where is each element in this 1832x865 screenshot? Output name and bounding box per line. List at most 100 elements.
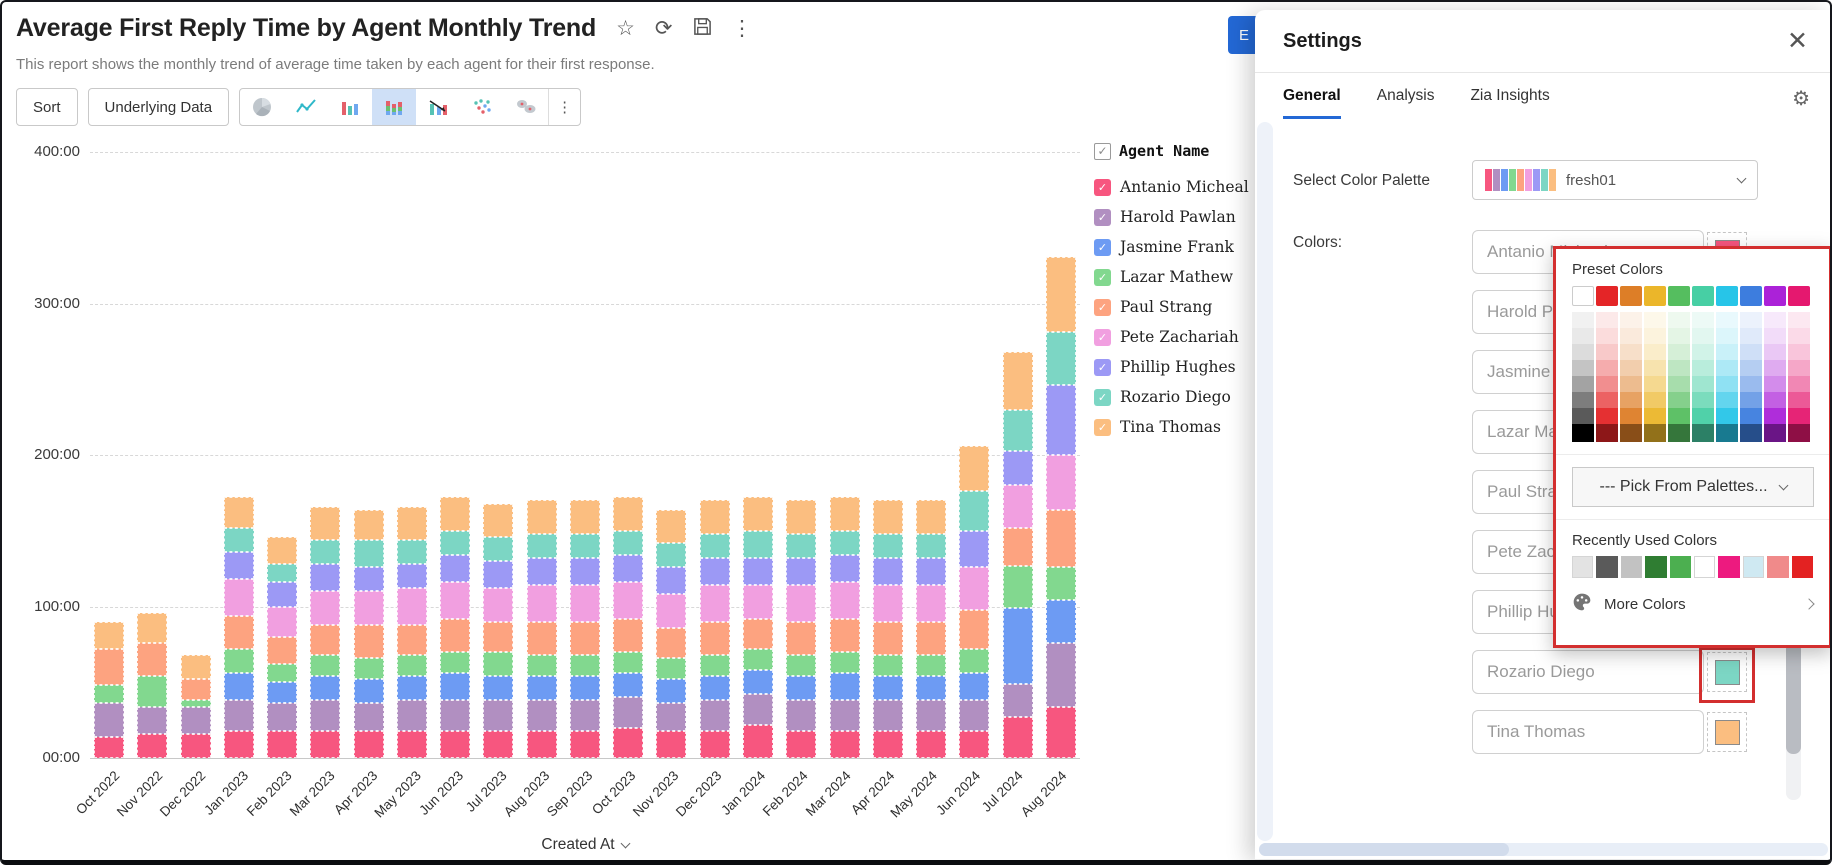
preset-color-swatch[interactable] [1668,312,1690,328]
legend-item[interactable]: ✓ Rozario Diego [1094,382,1249,412]
bar-segment[interactable] [526,533,557,559]
bar-nov-2022[interactable] [137,612,168,758]
bar-segment[interactable] [440,673,471,701]
panel-hscrollbar-thumb[interactable] [1259,843,1509,856]
bar-segment[interactable] [396,624,427,655]
bar-segment[interactable] [829,673,860,701]
recent-color-swatch[interactable] [1718,556,1740,578]
preset-color-swatch[interactable] [1692,344,1714,360]
bar-segment[interactable] [786,621,817,655]
panel-horizontal-scrollbar[interactable] [1259,843,1828,856]
preset-color-swatch[interactable] [1668,376,1690,392]
bar-segment[interactable] [396,506,427,540]
preset-color-swatch[interactable] [1596,312,1618,328]
agent-swatch-box[interactable] [1707,712,1747,752]
bar-segment[interactable] [699,533,730,559]
preset-color-swatch[interactable] [1764,344,1786,360]
preset-color-swatch[interactable] [1788,376,1810,392]
bar-apr-2024[interactable] [872,500,903,758]
bar-segment[interactable] [786,500,817,534]
preset-color-swatch[interactable] [1716,392,1738,408]
bar-segment[interactable] [94,621,124,649]
legend-item[interactable]: ✓ Phillip Hughes [1094,352,1249,382]
more-colors-row[interactable]: More Colors [1572,592,1815,616]
bar-segment[interactable] [613,530,644,556]
bar-mar-2023[interactable] [310,506,341,758]
bar-segment[interactable] [656,730,687,758]
preset-color-swatch[interactable] [1572,328,1594,344]
bar-segment[interactable] [353,703,384,731]
bar-segment[interactable] [1045,385,1076,456]
bar-segment[interactable] [396,655,427,677]
bar-segment[interactable] [959,730,990,758]
bar-segment[interactable] [353,624,384,659]
bar-segment[interactable] [267,582,298,607]
bar-segment[interactable] [959,648,990,674]
bar-segment[interactable] [267,664,298,683]
bar-segment[interactable] [569,621,600,655]
bar-segment[interactable] [786,730,817,758]
bar-segment[interactable] [94,703,124,737]
pie-chart-icon[interactable] [240,89,284,125]
bar-segment[interactable] [180,679,211,701]
bar-segment[interactable] [94,685,124,704]
legend-item[interactable]: ✓ Jasmine Frank [1094,232,1249,262]
bar-segment[interactable] [483,561,514,589]
scatter-chart-icon[interactable] [460,89,504,125]
bar-segment[interactable] [137,706,168,734]
preset-color-swatch[interactable] [1572,344,1594,360]
more-vertical-icon[interactable]: ⋮ [731,17,753,40]
close-icon[interactable]: ✕ [1787,27,1808,55]
bar-aug-2024[interactable] [1045,256,1076,758]
x-axis-title[interactable]: Created At [465,836,705,854]
bar-segment[interactable] [310,506,341,540]
combo-chart-icon[interactable] [416,89,460,125]
bar-segment[interactable] [699,621,730,655]
bar-sep-2023[interactable] [569,500,600,758]
bar-segment[interactable] [569,730,600,758]
bar-segment[interactable] [483,536,514,562]
preset-color-swatch[interactable] [1740,344,1762,360]
bar-segment[interactable] [569,558,600,586]
preset-color-swatch[interactable] [1764,424,1786,442]
bar-segment[interactable] [1002,717,1033,758]
bar-segment[interactable] [829,582,860,619]
bar-may-2023[interactable] [396,506,427,758]
bar-segment[interactable] [1045,455,1076,510]
bar-segment[interactable] [656,703,687,731]
preset-color-swatch[interactable] [1668,424,1690,442]
preset-color-swatch[interactable] [1716,376,1738,392]
preset-color-swatch[interactable] [1788,360,1810,376]
bar-segment[interactable] [310,539,341,565]
preset-color-swatch[interactable] [1620,392,1642,408]
bar-segment[interactable] [267,703,298,731]
bar-jan-2024[interactable] [742,497,773,758]
bar-segment[interactable] [959,609,990,649]
more-chart-types-icon[interactable]: ⋮ [548,89,580,125]
bar-segment[interactable] [916,730,947,758]
preset-color-swatch[interactable] [1716,344,1738,360]
bar-segment[interactable] [223,615,254,649]
preset-color-swatch[interactable] [1716,328,1738,344]
bar-segment[interactable] [526,558,557,586]
recent-color-swatch[interactable] [1742,556,1765,578]
agent-color-swatch[interactable] [1714,659,1740,685]
bar-segment[interactable] [829,530,860,556]
preset-color-swatch[interactable] [1692,392,1714,408]
preset-color-swatch[interactable] [1692,376,1714,392]
bar-segment[interactable] [1045,706,1076,758]
bar-segment[interactable] [223,551,254,580]
preset-color-swatch[interactable] [1716,312,1738,328]
preset-color-swatch[interactable] [1740,360,1762,376]
star-icon[interactable]: ☆ [616,17,635,40]
preset-color-swatch[interactable] [1644,392,1666,408]
preset-color-swatch[interactable] [1740,328,1762,344]
bar-segment[interactable] [569,500,600,534]
bar-segment[interactable] [1002,409,1033,451]
preset-color-swatch[interactable] [1788,408,1810,424]
bar-segment[interactable] [786,700,817,731]
preset-color-swatch[interactable] [1572,408,1594,424]
bar-segment[interactable] [483,651,514,677]
bar-segment[interactable] [699,585,730,622]
tab-general[interactable]: General [1283,73,1341,119]
